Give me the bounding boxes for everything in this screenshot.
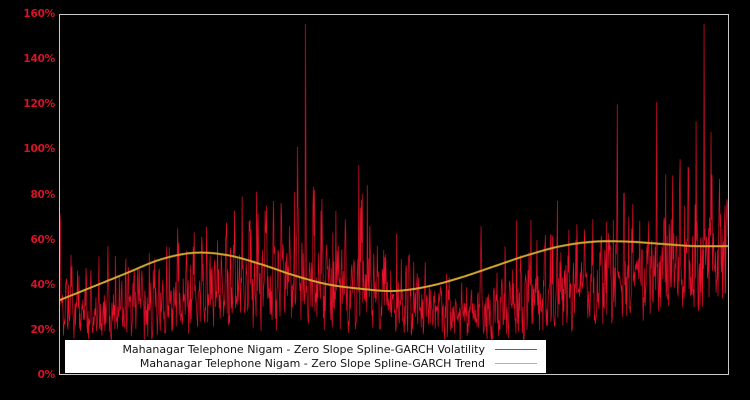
y-tick-label: 120%	[23, 98, 55, 111]
plot-area	[59, 14, 729, 375]
legend-swatch-trend	[495, 363, 537, 364]
y-tick-label: 20%	[30, 323, 55, 336]
legend-item-volatility[interactable]: Mahanagar Telephone Nigam - Zero Slope S…	[66, 343, 541, 357]
y-tick-label: 100%	[23, 143, 55, 156]
chart-legend: Mahanagar Telephone Nigam - Zero Slope S…	[65, 340, 546, 373]
y-axis-tick-labels: 0% 20% 40% 60% 80% 100% 120% 140% 160%	[0, 0, 55, 400]
series-canvas	[60, 15, 728, 374]
y-tick-label: 60%	[30, 233, 55, 246]
y-tick-label: 80%	[30, 188, 55, 201]
y-tick-label: 160%	[23, 8, 55, 20]
y-tick-label: 40%	[30, 278, 55, 291]
legend-label-trend: Mahanagar Telephone Nigam - Zero Slope S…	[139, 357, 485, 370]
y-tick-label: 140%	[23, 53, 55, 66]
legend-swatch-volatility	[495, 349, 537, 350]
legend-label-volatility: Mahanagar Telephone Nigam - Zero Slope S…	[122, 343, 485, 356]
y-tick-label: 0%	[37, 369, 56, 381]
legend-item-trend[interactable]: Mahanagar Telephone Nigam - Zero Slope S…	[66, 357, 541, 371]
